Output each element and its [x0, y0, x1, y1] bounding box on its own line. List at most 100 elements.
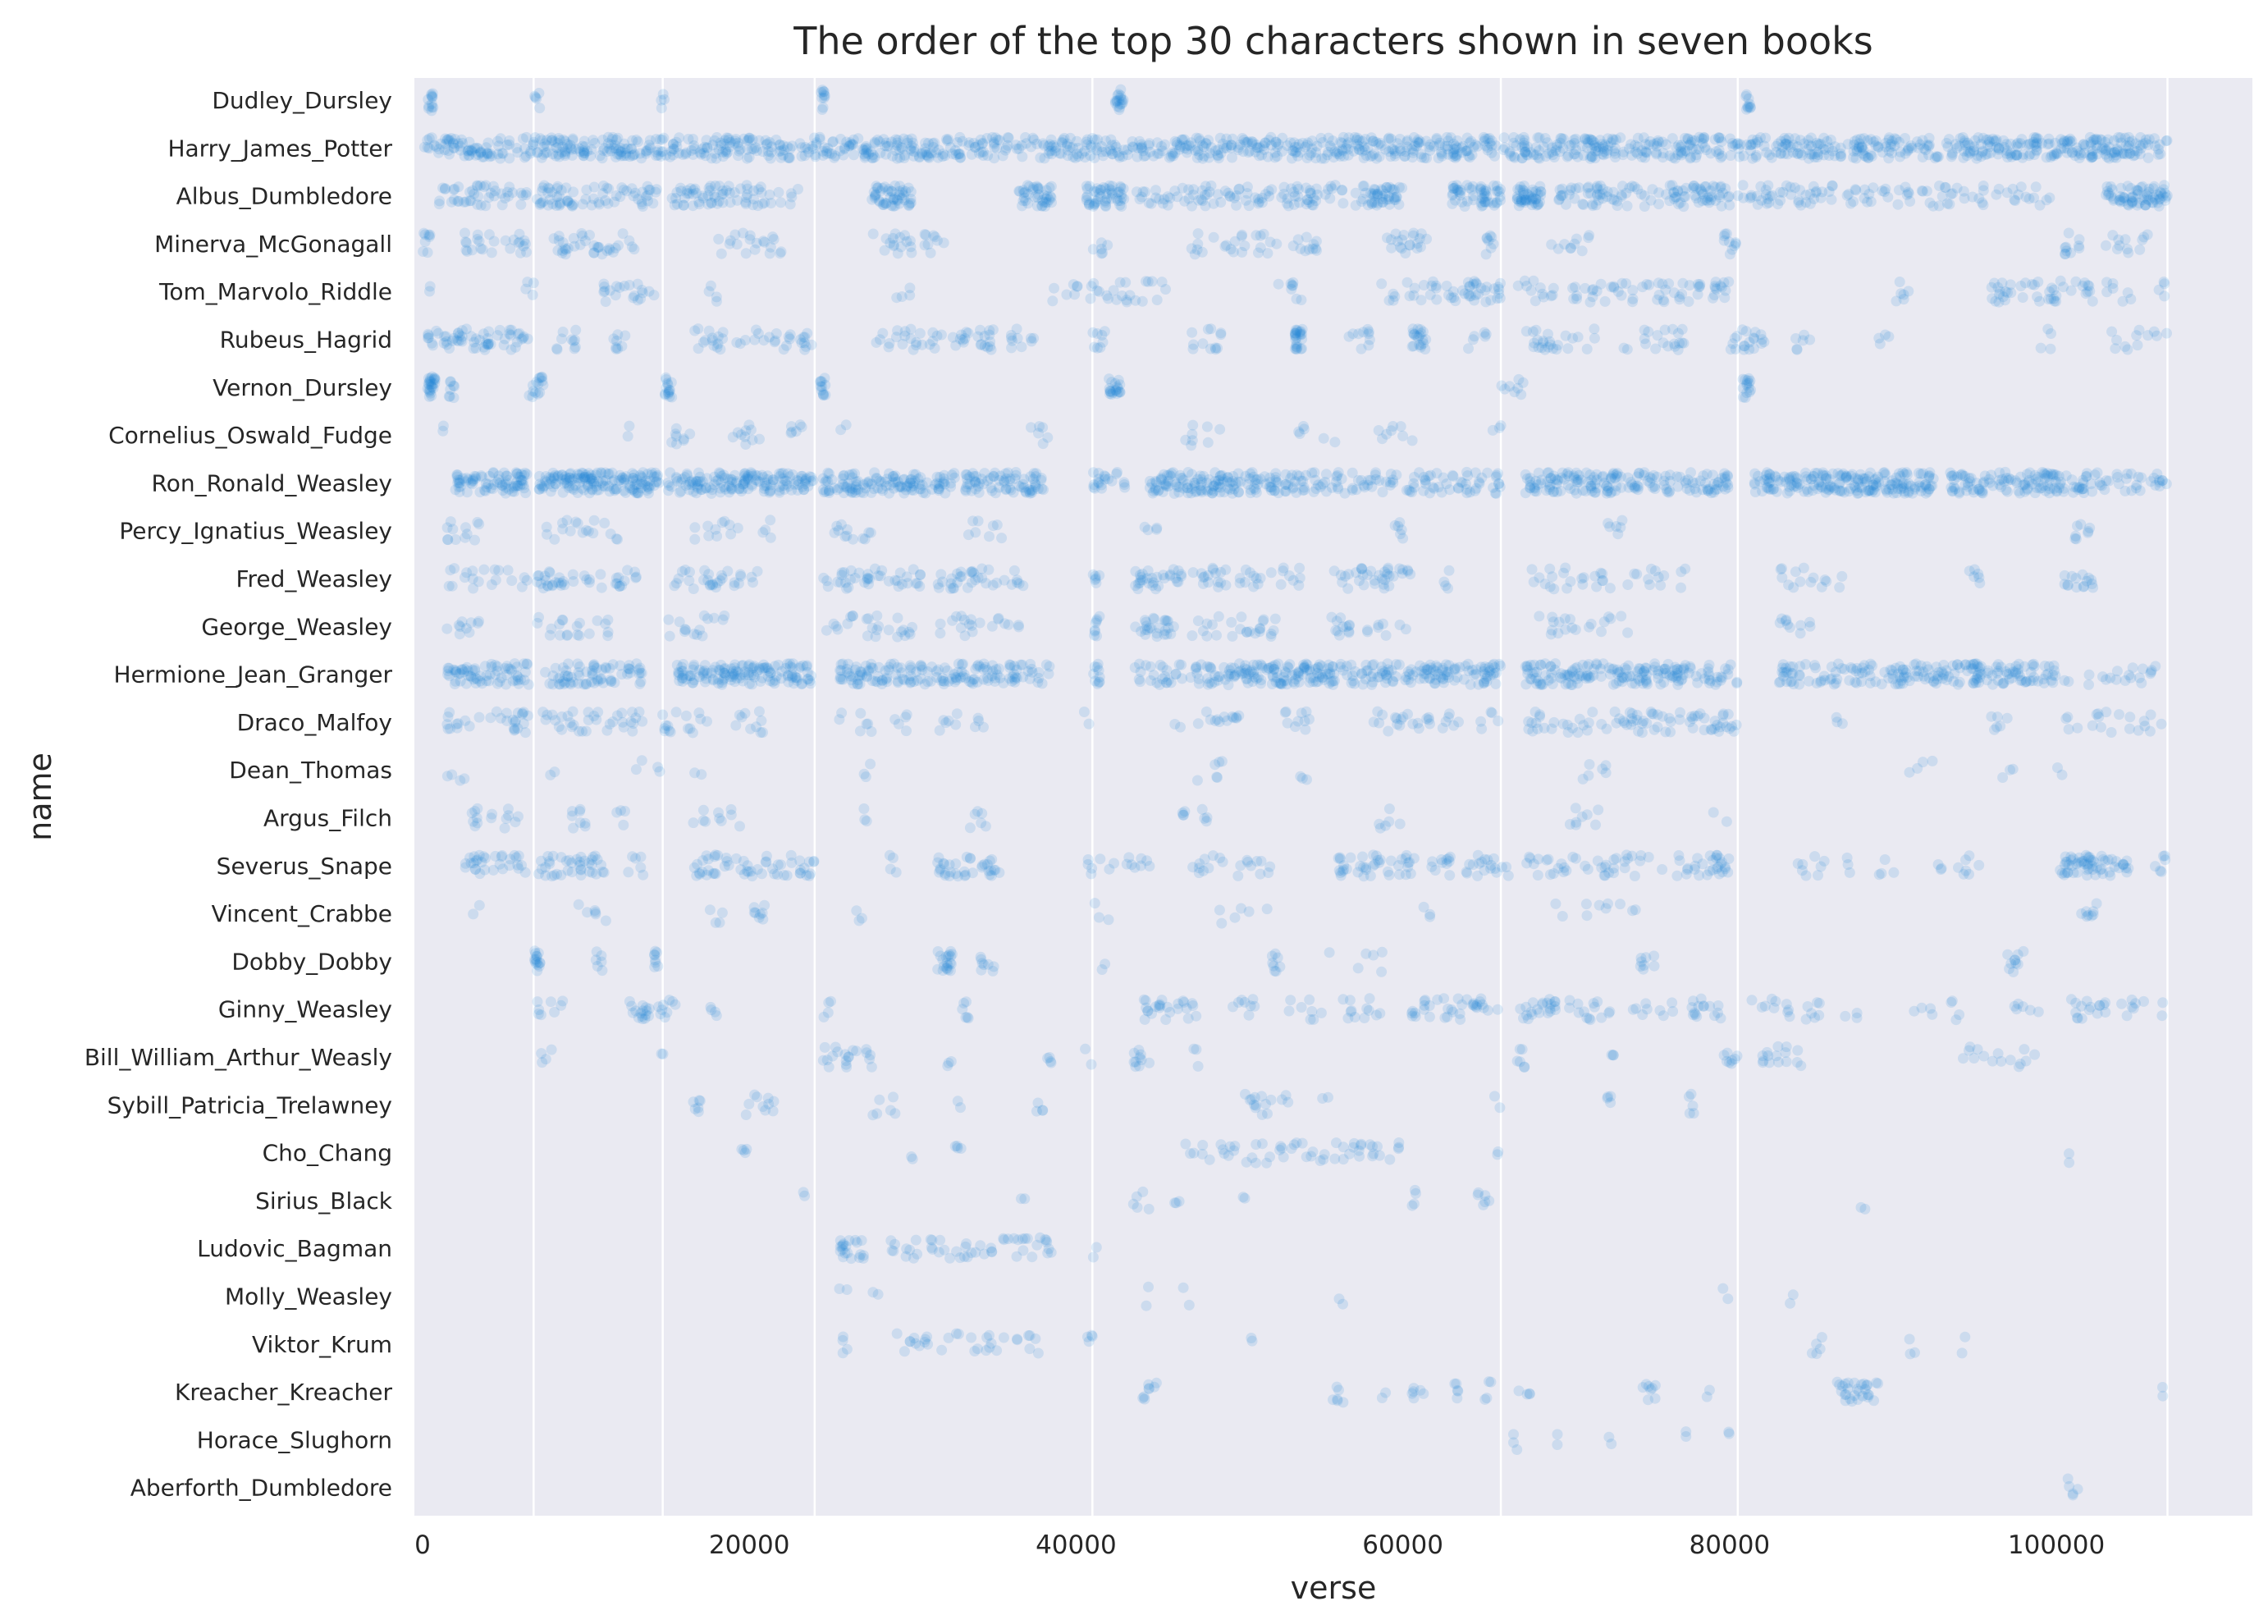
data-point — [620, 330, 631, 341]
data-point — [733, 578, 744, 589]
data-point — [2077, 474, 2088, 486]
data-point — [1448, 138, 1459, 149]
data-point — [519, 235, 530, 246]
data-point — [549, 533, 560, 545]
data-point — [1192, 228, 1204, 240]
data-point — [1566, 140, 1577, 151]
data-point — [1498, 132, 1510, 144]
data-point — [2101, 145, 2111, 157]
data-point — [1086, 142, 1097, 153]
data-point — [1286, 153, 1297, 164]
data-point — [1599, 295, 1611, 307]
data-point — [2061, 147, 2073, 158]
data-point — [2031, 132, 2042, 144]
data-point — [1151, 295, 1163, 305]
data-point — [1436, 150, 1447, 162]
data-point — [693, 323, 704, 335]
data-point — [1562, 343, 1574, 355]
data-point — [1664, 195, 1676, 207]
data-point — [777, 468, 789, 478]
data-point — [2087, 295, 2098, 307]
data-point — [431, 141, 442, 153]
data-point — [427, 382, 437, 393]
data-point — [793, 184, 803, 194]
data-point — [1115, 90, 1127, 102]
data-point — [1962, 478, 1973, 489]
data-point — [1050, 142, 1062, 153]
data-point — [688, 477, 698, 488]
data-point — [1675, 471, 1685, 483]
data-point — [1290, 147, 1301, 158]
data-point — [588, 135, 599, 146]
data-point — [1101, 290, 1113, 301]
data-point — [1636, 145, 1648, 157]
data-point — [987, 579, 999, 591]
data-point — [1580, 282, 1591, 294]
data-point — [1776, 148, 1786, 159]
plot-area — [414, 78, 2252, 1516]
data-point — [1671, 142, 1682, 153]
data-point — [2149, 140, 2161, 152]
data-point — [1420, 478, 1431, 489]
data-point — [1090, 574, 1101, 586]
data-point — [1649, 483, 1661, 494]
data-point — [659, 94, 670, 105]
data-point — [892, 135, 903, 146]
data-point — [1705, 148, 1717, 159]
data-point — [1096, 141, 1107, 152]
data-point — [1143, 197, 1155, 208]
data-point — [581, 524, 592, 536]
data-point — [1467, 334, 1479, 345]
data-point — [1565, 483, 1576, 494]
data-point — [1244, 473, 1255, 484]
data-point — [1714, 132, 1726, 144]
data-point — [1805, 132, 1817, 144]
data-point — [1667, 133, 1678, 144]
data-point — [1718, 231, 1730, 241]
data-point — [1310, 195, 1322, 207]
data-point — [627, 150, 638, 162]
data-point — [1106, 377, 1118, 388]
data-point — [656, 146, 667, 158]
data-point — [1206, 487, 1218, 499]
data-point — [1685, 467, 1696, 478]
data-point — [613, 572, 624, 583]
data-point — [1033, 189, 1045, 200]
data-point — [826, 474, 838, 485]
data-point — [1906, 142, 1918, 153]
data-point — [464, 149, 475, 161]
data-point — [656, 94, 667, 106]
data-point — [1589, 332, 1600, 344]
data-point — [1071, 135, 1082, 147]
data-point — [1975, 151, 1987, 162]
data-point — [1519, 142, 1530, 153]
data-point — [500, 235, 511, 246]
data-point — [990, 467, 1000, 478]
data-point — [818, 86, 830, 98]
data-point — [1389, 145, 1401, 157]
data-point — [1251, 142, 1263, 153]
data-point — [1744, 375, 1756, 387]
data-point — [467, 185, 478, 196]
data-point — [1347, 328, 1359, 340]
data-point — [1742, 101, 1754, 112]
data-point — [1982, 140, 1993, 150]
data-point — [849, 468, 860, 479]
data-point — [1491, 487, 1502, 499]
data-point — [520, 487, 531, 499]
data-point — [1664, 485, 1676, 496]
data-point — [610, 342, 622, 353]
data-point — [1893, 468, 1904, 479]
data-point — [1205, 142, 1217, 153]
data-point — [502, 565, 514, 576]
data-point — [1675, 197, 1686, 208]
data-point — [717, 327, 729, 338]
data-point — [1159, 139, 1170, 150]
data-point — [512, 147, 524, 158]
data-point — [1738, 391, 1749, 403]
data-point — [2101, 240, 2111, 251]
data-point — [860, 150, 871, 162]
data-point — [473, 576, 484, 588]
data-point — [1095, 243, 1107, 254]
data-point — [1951, 471, 1963, 483]
